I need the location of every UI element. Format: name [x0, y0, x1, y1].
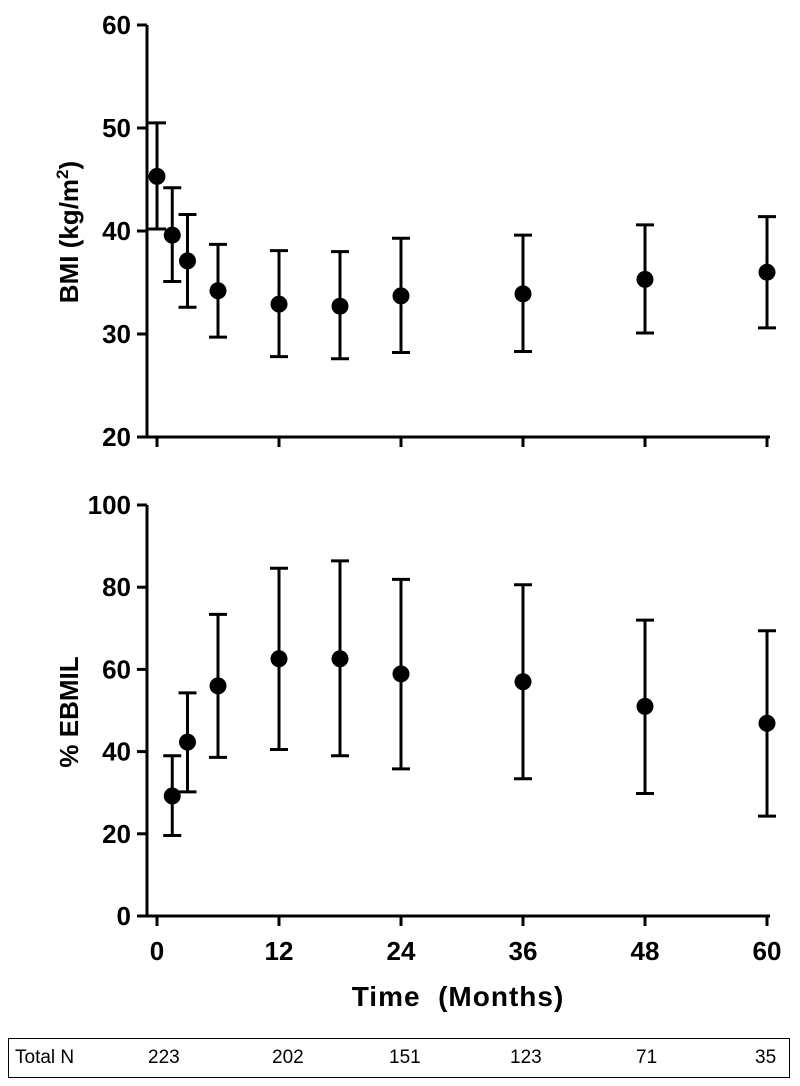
ebmil-data-point [514, 673, 532, 691]
total-n-48: 71 [636, 1047, 658, 1068]
bmi-data-point [209, 282, 227, 300]
ebmil-data-point [270, 650, 288, 668]
bmi-y-tick-label: 20 [102, 422, 131, 452]
bmi-data-point [163, 226, 181, 244]
bmi-y-tick-label: 40 [102, 216, 131, 246]
total-n-36: 123 [510, 1047, 542, 1068]
bmi-data-point [179, 252, 196, 270]
ebmil-data-point [392, 665, 410, 683]
bmi-y-axis-title-close: ) [54, 161, 84, 170]
ebmil-x-tick-label: 24 [387, 936, 416, 966]
ebmil-data-point [758, 714, 776, 732]
ebmil-data-point [163, 787, 181, 805]
total-n-60: 35 [755, 1047, 777, 1068]
total-n-label: Total N [15, 1047, 75, 1068]
ebmil-y-tick-label: 20 [102, 819, 131, 849]
ebmil-panel: 0 20 40 60 80 100 0 12 24 36 48 60 % EBMIL Time (M… [54, 490, 781, 1012]
ebmil-y-axis-title: % EBMIL [54, 656, 84, 767]
ebmil-y-tick-label: 80 [102, 572, 131, 602]
bmi-data-point [331, 297, 349, 315]
ebmil-data-point [331, 650, 349, 668]
bmi-y-tick-label: 50 [102, 113, 131, 143]
ebmil-data-point [179, 733, 196, 751]
ebmil-x-tick-label: 60 [753, 936, 782, 966]
bmi-panel: 20 30 40 50 60 BMI (kg/m2) [53, 10, 776, 452]
bmi-y-tick-label: 60 [102, 10, 131, 40]
ebmil-x-tick-label: 36 [509, 936, 538, 966]
total-n-12: 202 [272, 1047, 304, 1068]
ebmil-data-point [636, 697, 654, 715]
total-n-0: 223 [148, 1047, 180, 1068]
ebmil-y-tick-label: 40 [102, 737, 131, 767]
ebmil-y-tick-label: 60 [102, 654, 131, 684]
bmi-y-axis-title-main: BMI (kg/m [54, 179, 84, 303]
total-n-table: Total N 223 202 151 123 71 35 [8, 1038, 790, 1078]
ebmil-x-tick-label: 12 [265, 936, 294, 966]
bmi-y-axis-title: BMI (kg/m2) [53, 161, 84, 303]
x-axis-title: Time (Months) [352, 981, 565, 1012]
bmi-data-point [636, 270, 654, 288]
bmi-y-axis-title-sup: 2 [53, 169, 72, 178]
total-n-24: 151 [389, 1047, 421, 1068]
bmi-data-point [270, 295, 288, 313]
ebmil-y-tick-label: 0 [117, 901, 131, 931]
ebmil-data-point [209, 677, 227, 695]
bmi-y-tick-label: 30 [102, 319, 131, 349]
ebmil-x-tick-label: 48 [631, 936, 660, 966]
ebmil-x-tick-label: 0 [150, 936, 164, 966]
bmi-data-point [148, 167, 166, 185]
bmi-data-point [392, 287, 410, 305]
ebmil-y-tick-label: 100 [88, 490, 131, 520]
bmi-data-point [758, 263, 776, 281]
bmi-data-point [514, 285, 532, 303]
